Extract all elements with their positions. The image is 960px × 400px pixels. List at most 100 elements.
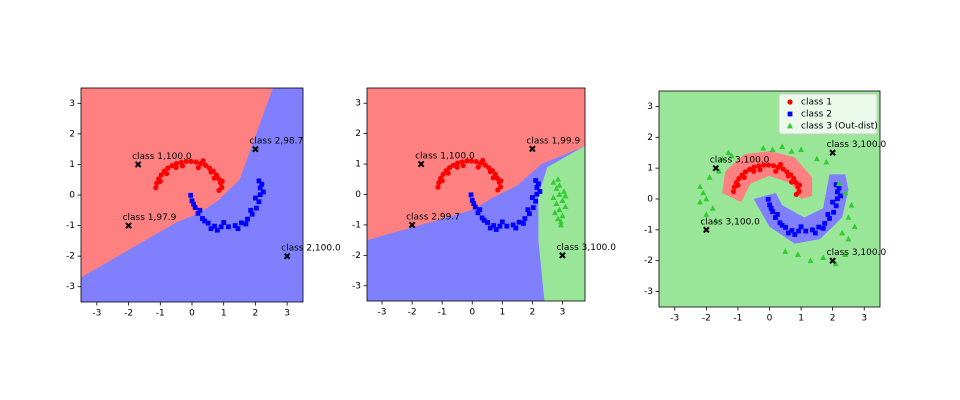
test-point xyxy=(829,149,836,157)
point xyxy=(787,111,793,117)
point xyxy=(493,227,499,232)
point xyxy=(845,235,852,242)
point xyxy=(556,206,563,213)
point xyxy=(789,228,795,233)
point xyxy=(557,218,564,225)
point xyxy=(516,219,522,225)
point xyxy=(450,162,456,168)
point xyxy=(836,185,842,191)
x-tick-label: 2 xyxy=(530,308,536,318)
test-point xyxy=(417,160,425,168)
y-tick-label: 2 xyxy=(69,129,75,139)
y-tick-label: 1 xyxy=(355,160,361,170)
y-tick-label: 0 xyxy=(647,195,653,205)
axes: class 1,100.0 class 2,98.7 class 1,97.9 cla… xyxy=(66,87,341,319)
point xyxy=(779,143,786,149)
point xyxy=(562,203,569,210)
point xyxy=(165,165,171,171)
y-tick-label: -2 xyxy=(66,252,75,262)
x-tick-label: -2 xyxy=(408,308,417,318)
point xyxy=(533,198,539,204)
point xyxy=(445,170,451,176)
point xyxy=(765,162,772,168)
point xyxy=(179,163,186,169)
test-point xyxy=(829,257,836,265)
point xyxy=(192,205,198,210)
point xyxy=(479,215,485,221)
point xyxy=(736,176,742,182)
point xyxy=(526,211,532,217)
point xyxy=(771,163,777,169)
x-tick-label: 0 xyxy=(469,308,475,318)
annotation: class 3,100.0 xyxy=(827,140,887,150)
test-point xyxy=(125,222,132,229)
point xyxy=(513,225,519,231)
test-point xyxy=(559,252,566,259)
point xyxy=(556,182,563,188)
x-tick-label: 0 xyxy=(189,309,195,319)
point xyxy=(783,224,789,230)
annotation: class 1,100.0 xyxy=(415,152,475,162)
x-tick-label: 1 xyxy=(499,308,505,318)
point xyxy=(487,169,493,175)
test-point xyxy=(134,161,142,168)
point xyxy=(206,165,213,171)
point xyxy=(446,165,452,171)
point xyxy=(487,225,493,231)
x-tick-label: 1 xyxy=(798,314,804,324)
x-tick-label: 0 xyxy=(767,314,773,324)
point xyxy=(173,164,179,171)
decision-region xyxy=(722,151,813,203)
point xyxy=(556,191,563,197)
point xyxy=(440,171,446,178)
point xyxy=(208,226,214,232)
y-tick-label: -1 xyxy=(66,221,75,231)
x-tick-label: -2 xyxy=(124,309,133,319)
annotation: class 1,97.9 xyxy=(123,213,177,223)
point xyxy=(782,248,789,254)
y-tick-label: -3 xyxy=(644,287,653,297)
test-point xyxy=(283,252,291,260)
point xyxy=(553,185,560,191)
point xyxy=(537,189,543,194)
point xyxy=(239,220,244,226)
x-tick-label: 3 xyxy=(560,308,566,318)
point xyxy=(259,181,265,187)
point xyxy=(188,158,194,164)
point xyxy=(504,223,510,229)
test-point xyxy=(408,221,416,229)
point xyxy=(767,202,772,208)
point xyxy=(697,183,704,190)
point xyxy=(256,199,262,205)
point xyxy=(697,198,704,205)
point xyxy=(559,212,566,219)
decision-region xyxy=(81,88,273,278)
point xyxy=(257,192,263,198)
legend-label: class 3 (Out-dist) xyxy=(801,122,878,132)
point xyxy=(157,178,163,184)
point xyxy=(709,205,716,211)
y-tick-label: 3 xyxy=(69,99,75,109)
point xyxy=(835,180,842,186)
point xyxy=(770,209,776,215)
point xyxy=(787,122,793,129)
point xyxy=(785,173,792,179)
point xyxy=(495,187,501,193)
point xyxy=(153,185,159,191)
point xyxy=(253,195,258,201)
x-tick-label: 3 xyxy=(284,309,290,319)
axes: class 3,100.0 class 3,100.0 class 3,100.0 c… xyxy=(644,90,887,324)
y-tick-label: 0 xyxy=(355,190,361,200)
point xyxy=(553,200,560,207)
point xyxy=(793,191,799,197)
point xyxy=(158,172,164,178)
point xyxy=(245,216,250,222)
point xyxy=(464,158,470,164)
point xyxy=(559,197,566,203)
legend-label: class 2 xyxy=(801,110,832,120)
point xyxy=(472,204,478,210)
point xyxy=(200,216,205,221)
point xyxy=(728,152,735,159)
test-point xyxy=(712,164,720,172)
point xyxy=(719,155,726,162)
